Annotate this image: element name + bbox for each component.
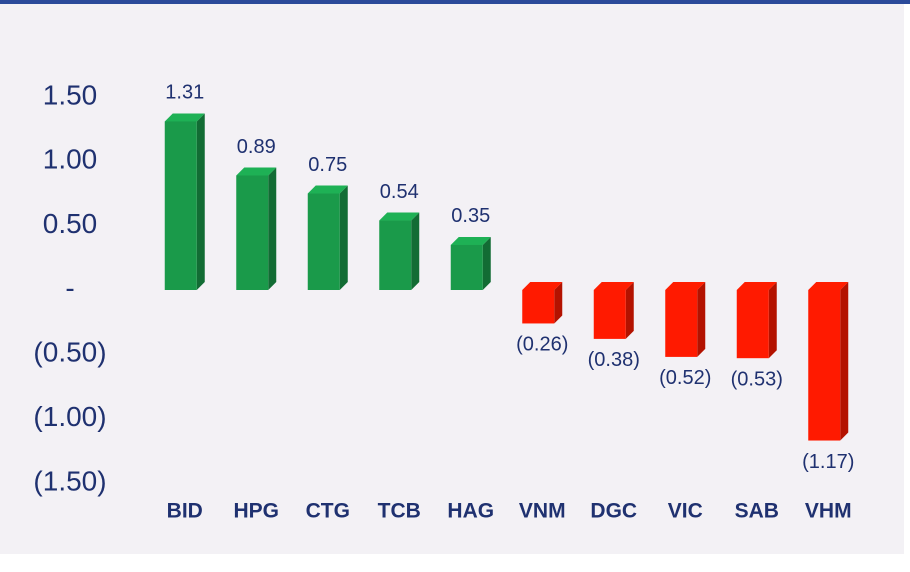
bar-side [482,236,491,290]
y-tick-label: 1.50 [43,79,98,110]
bar-side [768,282,777,359]
bar-top [307,185,348,194]
value-label: 1.31 [165,82,204,104]
bar [236,175,269,290]
bar [307,193,340,290]
bar-side [268,167,277,290]
bar-top [450,236,491,245]
y-tick-label: - [65,272,74,303]
bar [665,290,698,357]
x-tick-label: VIC [668,500,703,523]
bar [808,290,841,441]
y-tick-label: (0.50) [33,337,106,368]
value-label: 0.75 [308,154,347,176]
value-label: (0.38) [588,349,640,371]
value-label: (0.26) [516,334,568,356]
bar [164,121,197,291]
y-tick-label: (1.00) [33,401,106,432]
bar-side [697,282,706,357]
bar [593,290,626,339]
bar-side [625,282,634,339]
y-tick-label: 1.00 [43,144,98,175]
value-label: (0.53) [731,368,783,390]
bar-side [339,185,348,290]
x-tick-label: SAB [735,500,779,523]
value-label: 0.35 [451,205,490,227]
bar [522,290,555,324]
bar-top [808,282,849,290]
x-tick-label: VNM [519,500,566,523]
x-tick-label: HAG [447,500,494,523]
x-tick-label: VHM [805,500,852,523]
bar-top [236,167,277,176]
top-border [0,0,910,4]
bar-top [522,282,563,290]
bar-top [736,282,777,290]
bar-top [164,113,205,122]
bar-side [554,282,563,324]
value-label: 0.89 [237,136,276,158]
bar-top [379,212,420,221]
bar-side [840,282,849,441]
x-tick-label: TCB [378,500,421,523]
x-tick-label: HPG [233,500,279,523]
value-label: (1.17) [802,451,854,473]
bar-top [665,282,706,290]
bar-top [593,282,634,290]
value-label: 0.54 [380,181,419,203]
bar [736,290,769,359]
bar [450,244,483,290]
value-label: (0.52) [659,367,711,389]
bar [379,220,412,290]
x-tick-label: CTG [306,500,350,523]
bar-side [196,113,205,291]
bar-side [411,212,420,290]
y-tick-label: 0.50 [43,208,98,239]
x-tick-label: BID [167,500,203,523]
x-tick-label: DGC [590,500,637,523]
y-tick-label: (1.50) [33,465,106,496]
